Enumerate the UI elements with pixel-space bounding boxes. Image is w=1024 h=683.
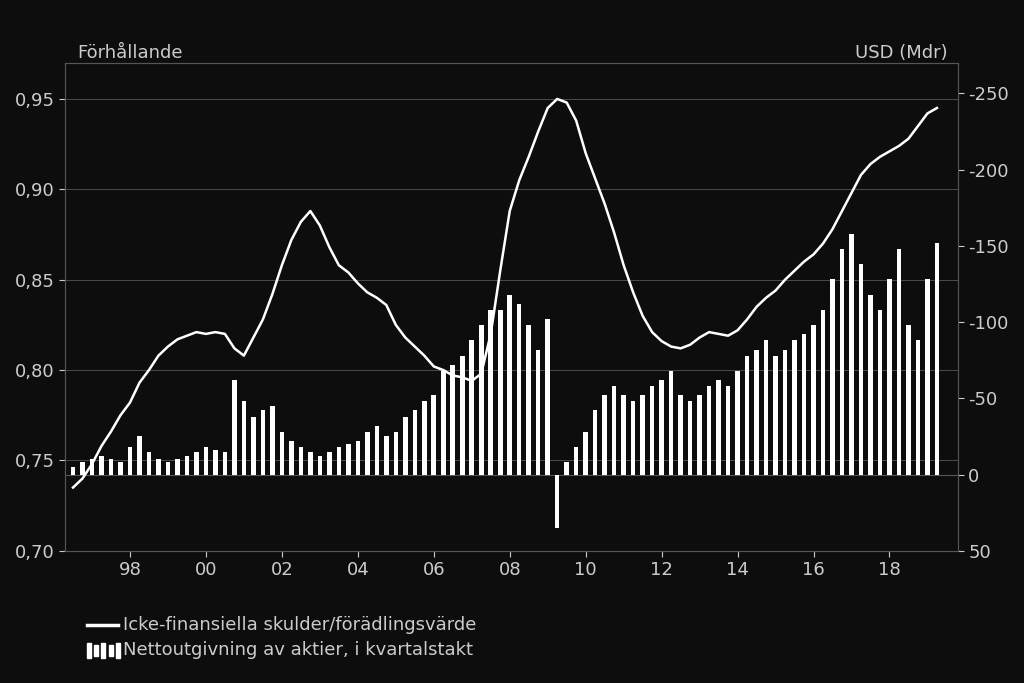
- Bar: [413, 410, 417, 475]
- Bar: [175, 459, 180, 475]
- Bar: [317, 456, 323, 475]
- Bar: [707, 386, 712, 475]
- Bar: [669, 371, 674, 475]
- Bar: [393, 432, 398, 475]
- Bar: [337, 447, 341, 475]
- Bar: [640, 395, 645, 475]
- Bar: [821, 310, 825, 475]
- Bar: [109, 459, 114, 475]
- Bar: [764, 340, 768, 475]
- Bar: [232, 380, 237, 475]
- Bar: [773, 356, 778, 475]
- Bar: [365, 432, 370, 475]
- Bar: [99, 456, 103, 475]
- Bar: [849, 234, 854, 475]
- Bar: [204, 447, 208, 475]
- Bar: [546, 319, 550, 475]
- Bar: [460, 356, 465, 475]
- Bar: [270, 406, 274, 475]
- Bar: [118, 462, 123, 475]
- Bar: [878, 310, 883, 475]
- Bar: [327, 451, 332, 475]
- Bar: [536, 350, 541, 475]
- Bar: [859, 264, 863, 475]
- Bar: [868, 294, 872, 475]
- Bar: [280, 432, 284, 475]
- Bar: [384, 436, 388, 475]
- Bar: [555, 475, 559, 528]
- Bar: [612, 386, 616, 475]
- Bar: [726, 386, 730, 475]
- Text: USD (Mdr): USD (Mdr): [855, 44, 947, 62]
- Bar: [431, 395, 436, 475]
- Bar: [802, 334, 806, 475]
- Bar: [308, 451, 312, 475]
- Bar: [744, 356, 750, 475]
- Bar: [441, 371, 445, 475]
- Bar: [137, 436, 141, 475]
- Bar: [299, 447, 303, 475]
- Text: Förhållande: Förhållande: [77, 44, 182, 62]
- Bar: [602, 395, 607, 475]
- Bar: [811, 325, 816, 475]
- Bar: [213, 450, 218, 475]
- Bar: [659, 380, 664, 475]
- Bar: [782, 350, 787, 475]
- Bar: [346, 444, 350, 475]
- Bar: [80, 462, 85, 475]
- Bar: [261, 410, 265, 475]
- Bar: [650, 386, 654, 475]
- Bar: [697, 395, 701, 475]
- Bar: [488, 310, 493, 475]
- Bar: [498, 310, 503, 475]
- Bar: [526, 325, 531, 475]
- Bar: [631, 402, 636, 475]
- Bar: [935, 242, 939, 475]
- Bar: [564, 462, 569, 475]
- Bar: [508, 294, 512, 475]
- Bar: [403, 417, 408, 475]
- Bar: [71, 467, 76, 475]
- Bar: [375, 426, 379, 475]
- Bar: [793, 340, 797, 475]
- Bar: [735, 371, 740, 475]
- Text: Icke-finansiella skulder/förädlingsvärde: Icke-finansiella skulder/förädlingsvärde: [123, 616, 476, 634]
- Bar: [906, 325, 910, 475]
- Bar: [887, 279, 892, 475]
- Bar: [469, 340, 474, 475]
- Bar: [622, 395, 626, 475]
- Bar: [451, 365, 455, 475]
- Bar: [678, 395, 683, 475]
- Bar: [157, 459, 161, 475]
- Bar: [166, 462, 170, 475]
- Bar: [584, 432, 588, 475]
- Bar: [840, 249, 844, 475]
- Bar: [915, 340, 921, 475]
- Bar: [717, 380, 721, 475]
- Bar: [242, 402, 246, 475]
- Bar: [184, 456, 189, 475]
- Bar: [422, 402, 427, 475]
- Text: Nettoutgivning av aktier, i kvartalstakt: Nettoutgivning av aktier, i kvartalstakt: [123, 641, 473, 659]
- Bar: [195, 451, 199, 475]
- Bar: [688, 402, 692, 475]
- Bar: [897, 249, 901, 475]
- Bar: [593, 410, 597, 475]
- Bar: [517, 304, 521, 475]
- Bar: [830, 279, 835, 475]
- Bar: [755, 350, 759, 475]
- Bar: [222, 451, 227, 475]
- Bar: [355, 441, 360, 475]
- Bar: [479, 325, 483, 475]
- Bar: [251, 417, 256, 475]
- Bar: [128, 447, 132, 475]
- Bar: [146, 451, 152, 475]
- Bar: [90, 459, 94, 475]
- Bar: [573, 447, 579, 475]
- Bar: [289, 441, 294, 475]
- Bar: [925, 279, 930, 475]
